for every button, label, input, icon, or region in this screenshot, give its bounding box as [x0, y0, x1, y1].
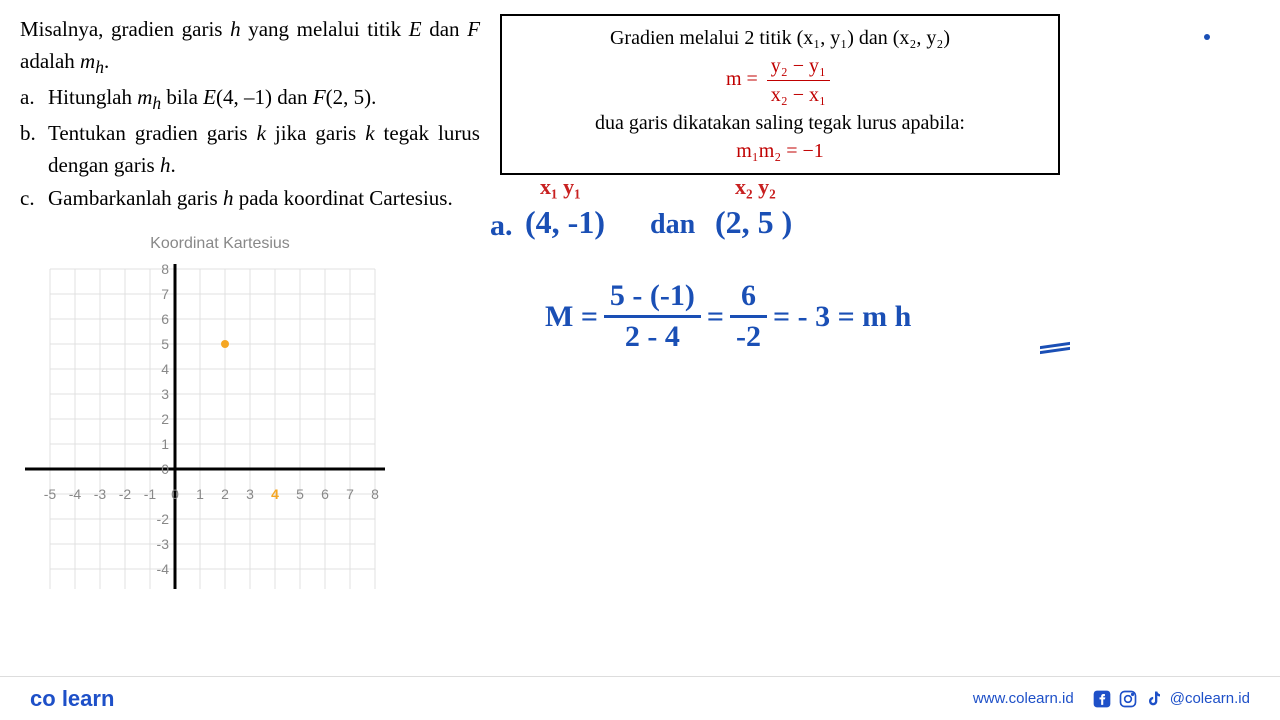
svg-text:6: 6 [161, 311, 169, 327]
svg-text:-5: -5 [44, 486, 57, 502]
svg-text:-5: -5 [157, 586, 170, 589]
facebook-icon [1092, 689, 1112, 709]
hw-point1: (4, -1) [525, 204, 605, 241]
hw-x2y2-label: x₂ y₂ [735, 174, 776, 200]
svg-text:0: 0 [171, 486, 179, 502]
hw-point2: (2, 5 ) [715, 204, 792, 241]
problem-statement: Misalnya, gradien garis h yang melalui t… [20, 14, 480, 215]
social-icons: @colearn.id [1092, 689, 1250, 709]
svg-text:0: 0 [161, 461, 169, 477]
svg-text:8: 8 [371, 486, 379, 502]
svg-text:8: 8 [161, 261, 169, 277]
tiktok-icon [1144, 689, 1164, 709]
svg-text:1: 1 [161, 436, 169, 452]
svg-text:4: 4 [161, 361, 169, 377]
item-c: c. Gambarkanlah garis h pada koordinat C… [20, 183, 480, 215]
svg-text:7: 7 [161, 286, 169, 302]
svg-text:3: 3 [161, 386, 169, 402]
svg-text:-4: -4 [69, 486, 82, 502]
svg-text:2: 2 [221, 486, 229, 502]
hw-dan: dan [650, 209, 695, 241]
svg-text:1: 1 [196, 486, 204, 502]
hw-a-label: a. [490, 209, 513, 243]
item-a: a. Hitunglah mh bila E(4, –1) dan F(2, 5… [20, 82, 480, 116]
svg-text:4: 4 [271, 486, 279, 502]
svg-text:6: 6 [321, 486, 329, 502]
svg-text:-2: -2 [157, 511, 170, 527]
svg-text:7: 7 [346, 486, 354, 502]
hw-x1y1-label: x₁ y₁ [540, 174, 581, 200]
logo: co learn [30, 686, 114, 712]
stray-dot [1204, 34, 1210, 40]
footer-url: www.colearn.id [973, 690, 1074, 707]
svg-text:-1: -1 [144, 486, 157, 502]
hw-underline [1040, 342, 1070, 354]
svg-text:-3: -3 [157, 536, 170, 552]
item-b: b. Tentukan gradien garis k jika garis k… [20, 118, 480, 181]
footer-handle: @colearn.id [1170, 690, 1250, 707]
svg-text:3: 3 [246, 486, 254, 502]
svg-text:-4: -4 [157, 561, 170, 577]
svg-text:5: 5 [296, 486, 304, 502]
cartesian-chart: 876543210-2-3-4-5-5-4-3-2-1012345678 [20, 259, 420, 589]
formula-box: Gradien melalui 2 titik (x₁, y₁) dan (x₂… [500, 14, 1060, 175]
svg-text:-3: -3 [94, 486, 107, 502]
svg-text:2: 2 [161, 411, 169, 427]
footer: co learn www.colearn.id @colearn.id [0, 676, 1280, 720]
instagram-icon [1118, 689, 1138, 709]
svg-text:-2: -2 [119, 486, 132, 502]
svg-text:5: 5 [161, 336, 169, 352]
chart-title: Koordinat Kartesius [20, 235, 420, 253]
hw-m-equation: M = 5 - (-1) 2 - 4 = 6 -2 = - 3 = m h [545, 279, 911, 354]
